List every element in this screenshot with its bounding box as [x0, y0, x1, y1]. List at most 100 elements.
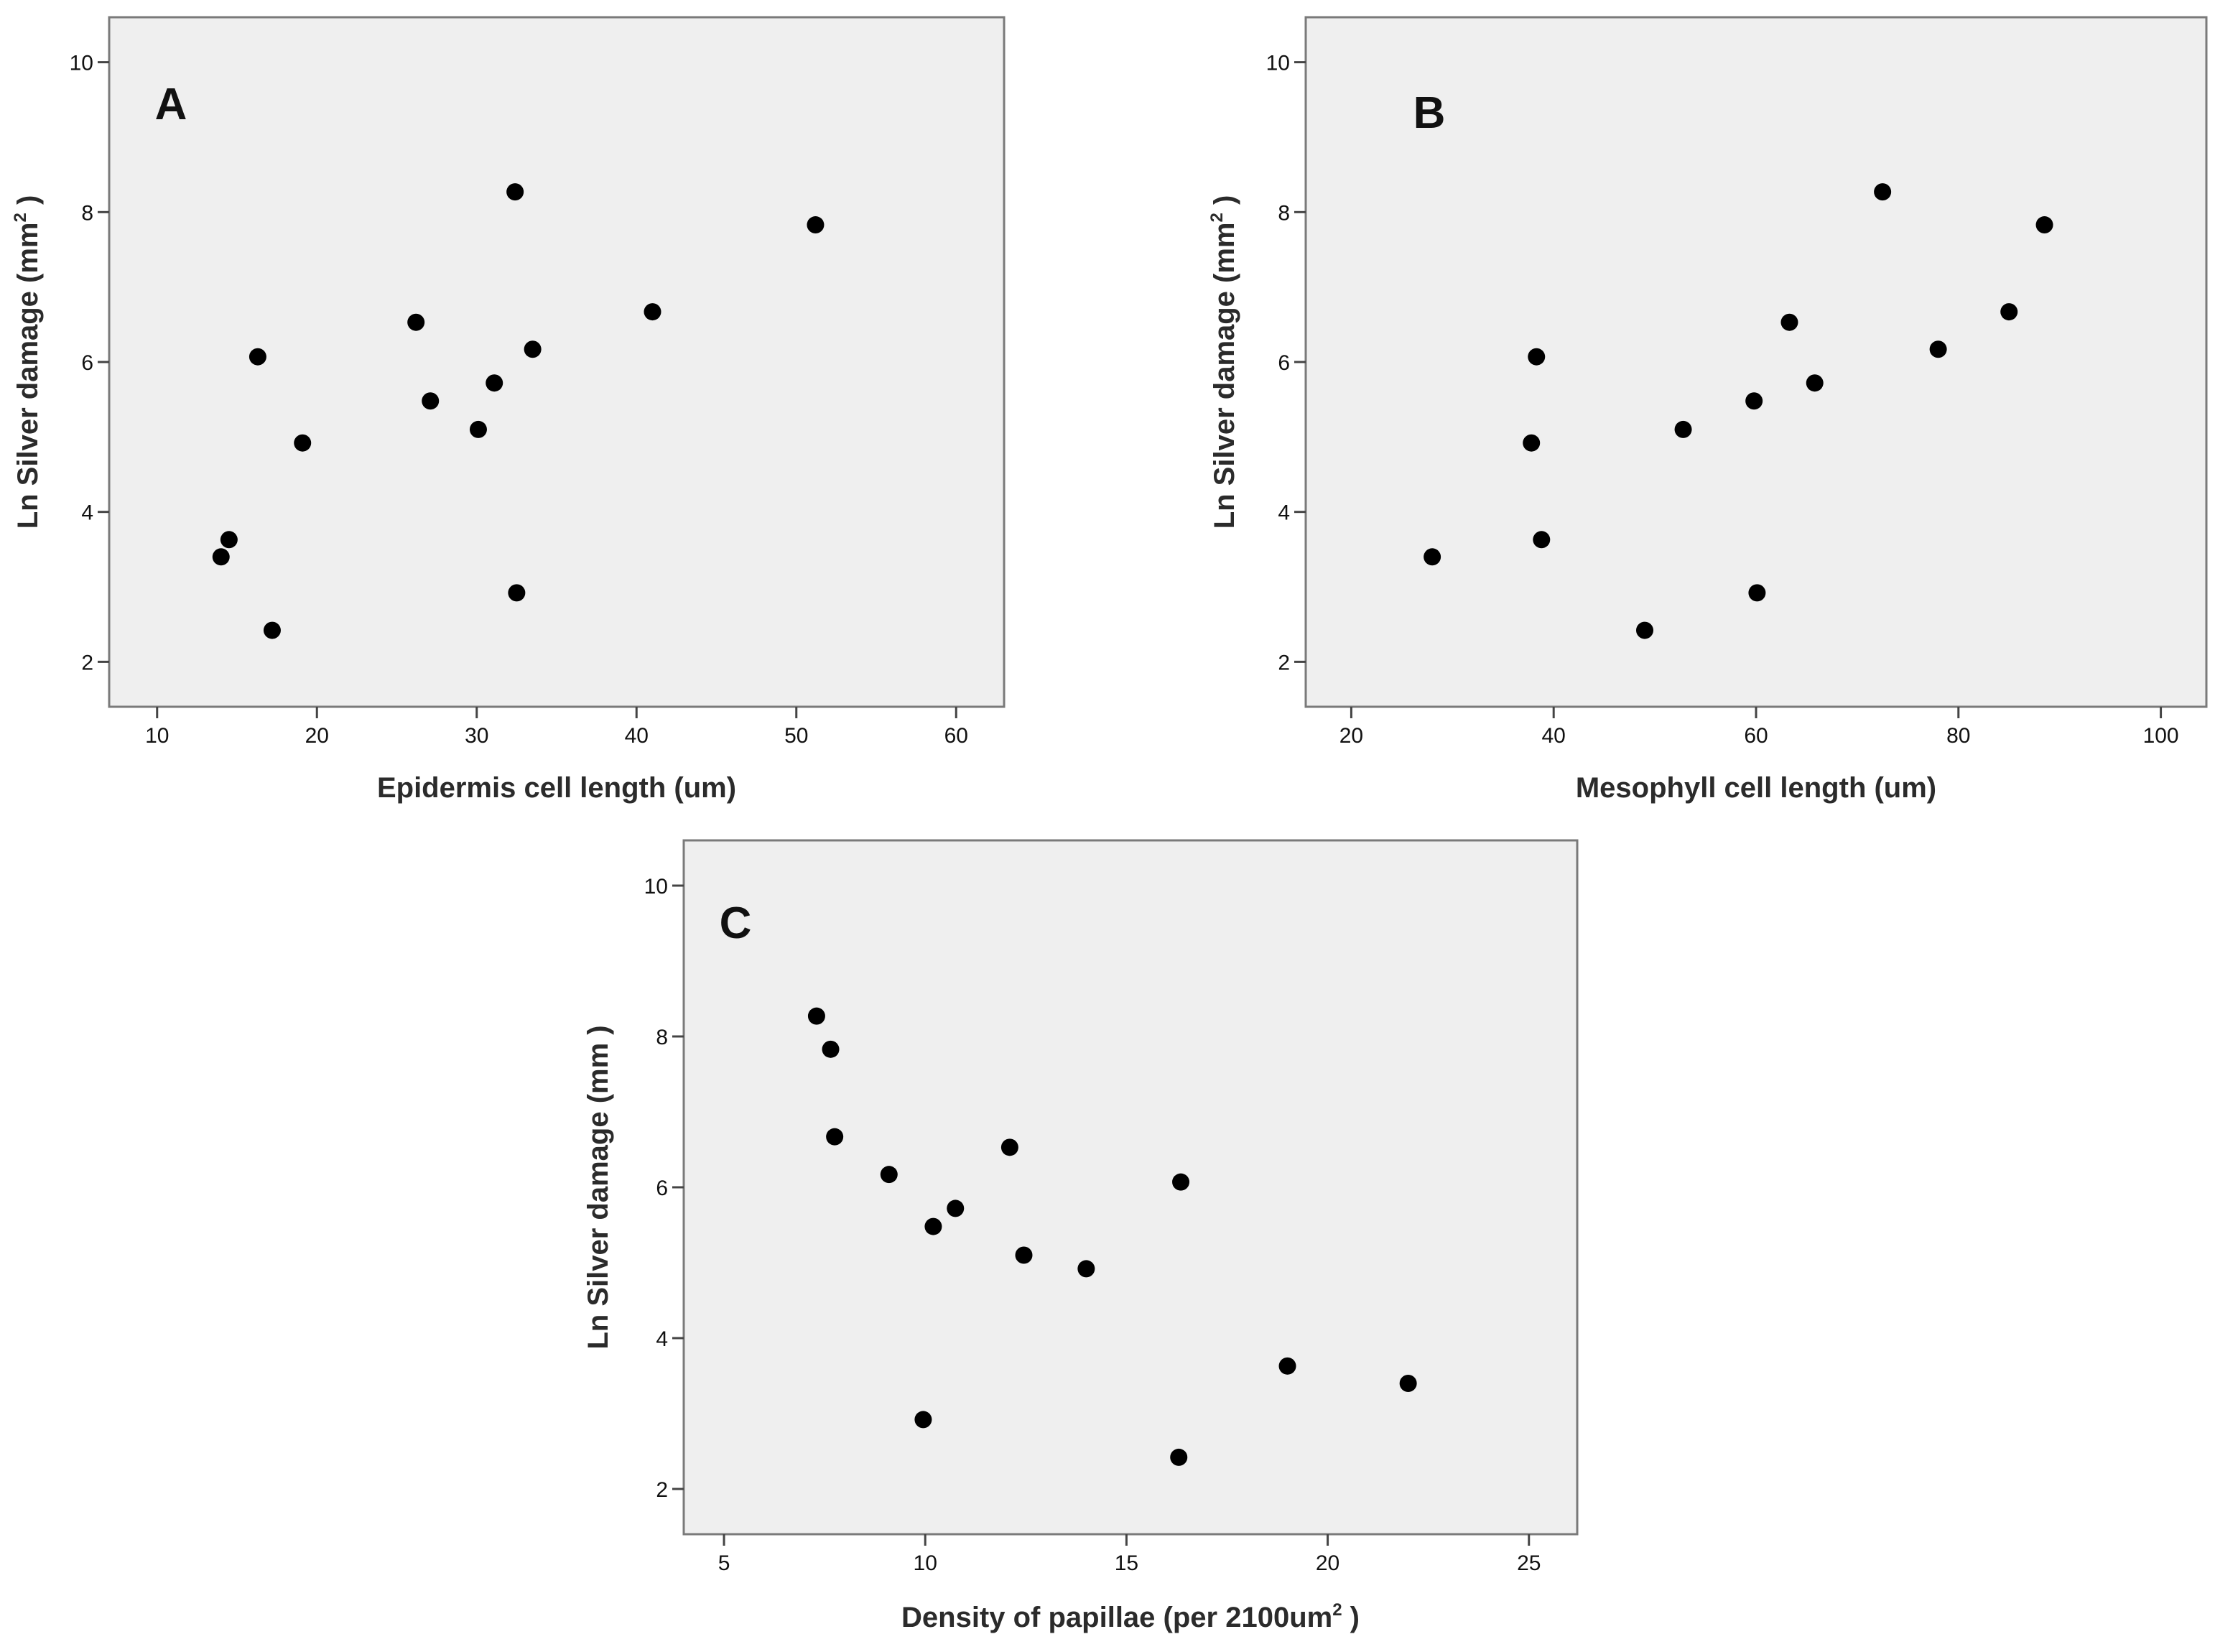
data-point: [249, 348, 266, 366]
y-tick-label: 2: [656, 1478, 668, 1502]
data-point: [1874, 183, 1892, 201]
data-point: [1424, 548, 1441, 566]
data-point: [469, 420, 487, 438]
data-point: [880, 1166, 898, 1184]
data-point: [1399, 1375, 1417, 1392]
data-point: [2035, 216, 2053, 234]
plot-area: [682, 839, 1579, 1536]
panel-label: C: [720, 899, 752, 948]
data-point: [807, 216, 825, 234]
data-point: [220, 531, 238, 549]
y-axis-title-superscript: 2: [1207, 213, 1227, 222]
x-tick-label: 15: [1115, 1551, 1138, 1575]
y-tick-label: 10: [1266, 52, 1290, 75]
y-axis-title-text: Ln Silver damage (mm ): [582, 1025, 614, 1349]
y-axis-title-text: Ln Silver damage (mm: [12, 223, 44, 529]
data-point: [1278, 1357, 1296, 1375]
y-tick-label: 8: [1278, 201, 1290, 225]
panel-c-chart: 5 10 15 20 25 2 4 6 8 10 C Density of papillae (per…: [582, 839, 1579, 1633]
y-tick-label: 6: [656, 1177, 668, 1200]
x-tick-label: 40: [1542, 724, 1566, 748]
data-point: [1674, 420, 1692, 438]
data-point: [294, 434, 312, 452]
x-tick-label: 5: [718, 1551, 730, 1575]
x-tick-label: 50: [784, 724, 808, 748]
x-tick-label: 25: [1517, 1551, 1541, 1575]
y-tick-label: 10: [644, 875, 668, 899]
x-axis-title: Epidermis cell length (um): [377, 772, 736, 804]
data-point: [1748, 584, 1766, 602]
x-tick-label: 30: [465, 724, 488, 748]
data-point: [508, 584, 526, 602]
x-tick-label: 40: [625, 724, 649, 748]
data-point: [506, 183, 524, 201]
y-axis-title: Ln Silver damage (mm2 ): [1207, 195, 1240, 529]
data-point: [1806, 374, 1824, 392]
y-axis-title-text: Ln Silver damage (mm: [1209, 223, 1240, 529]
data-point: [822, 1040, 840, 1058]
panel-label: A: [155, 80, 187, 129]
data-point: [826, 1128, 844, 1146]
data-point: [407, 313, 425, 331]
y-tick-label: 8: [81, 201, 93, 225]
x-tick-label: 60: [944, 724, 968, 748]
panel-a-chart: 10 20 30 40 50 60 2 4 6 8 10 A Epidermis cell length…: [11, 16, 1006, 804]
y-tick-label: 6: [1278, 351, 1290, 375]
data-point: [924, 1217, 942, 1235]
data-point: [947, 1199, 965, 1217]
data-point: [263, 621, 281, 639]
data-point: [1533, 531, 1551, 549]
data-point: [1523, 434, 1541, 452]
data-point: [807, 1007, 825, 1025]
y-axis-title-superscript: 2: [11, 213, 30, 222]
data-point: [644, 303, 661, 321]
x-tick-label: 60: [1744, 724, 1768, 748]
y-axis-title-tail: ): [1209, 195, 1240, 213]
data-point: [1172, 1173, 1190, 1191]
data-point: [212, 548, 230, 566]
y-tick-label: 2: [1278, 651, 1290, 674]
data-point: [1636, 621, 1654, 639]
y-tick-label: 10: [70, 52, 93, 75]
y-axis-title: Ln Silver damage (mm ): [582, 1025, 614, 1349]
x-axis-title-text: Mesophyll cell length (um): [1576, 772, 1936, 804]
x-tick-label: 20: [1316, 1551, 1339, 1575]
y-axis-title: Ln Silver damage (mm2 ): [11, 195, 44, 529]
data-point: [2000, 303, 2018, 321]
plot-area: [108, 16, 1006, 708]
data-point: [1780, 313, 1798, 331]
data-point: [524, 340, 542, 358]
x-axis-title-text: Epidermis cell length (um): [377, 772, 736, 804]
y-tick-label: 4: [656, 1327, 668, 1351]
x-axis-title-text: Density of papillae (per 2100um: [901, 1602, 1332, 1633]
x-axis-title: Mesophyll cell length (um): [1576, 772, 1936, 804]
x-axis-title-tail: ): [1342, 1602, 1360, 1633]
x-tick-label: 80: [1946, 724, 1970, 748]
x-tick-label: 20: [1339, 724, 1363, 748]
x-axis-title: Density of papillae (per 2100um2 ): [901, 1600, 1360, 1633]
y-tick-label: 8: [656, 1026, 668, 1049]
data-point: [914, 1411, 932, 1429]
panel-label: B: [1413, 88, 1446, 138]
data-point: [422, 392, 440, 410]
y-tick-label: 4: [81, 501, 93, 525]
data-point: [1000, 1138, 1018, 1156]
data-point: [1929, 340, 1947, 358]
y-tick-label: 6: [81, 351, 93, 375]
y-axis-title-tail: ): [12, 195, 44, 213]
y-tick-label: 2: [81, 651, 93, 674]
x-tick-label: 20: [305, 724, 329, 748]
data-point: [1170, 1448, 1188, 1466]
panel-b-chart: 20 40 60 80 100 2 4 6 8 10 B Mesophyll cell length …: [1207, 16, 2208, 804]
x-tick-label: 10: [145, 724, 169, 748]
x-tick-label: 10: [914, 1551, 937, 1575]
data-point: [1528, 348, 1546, 366]
y-tick-label: 4: [1278, 501, 1290, 525]
x-tick-label: 100: [2143, 724, 2179, 748]
data-point: [1015, 1246, 1033, 1264]
data-point: [486, 374, 503, 392]
data-point: [1745, 392, 1763, 410]
data-point: [1077, 1260, 1095, 1278]
x-axis-title-superscript: 2: [1332, 1600, 1342, 1620]
